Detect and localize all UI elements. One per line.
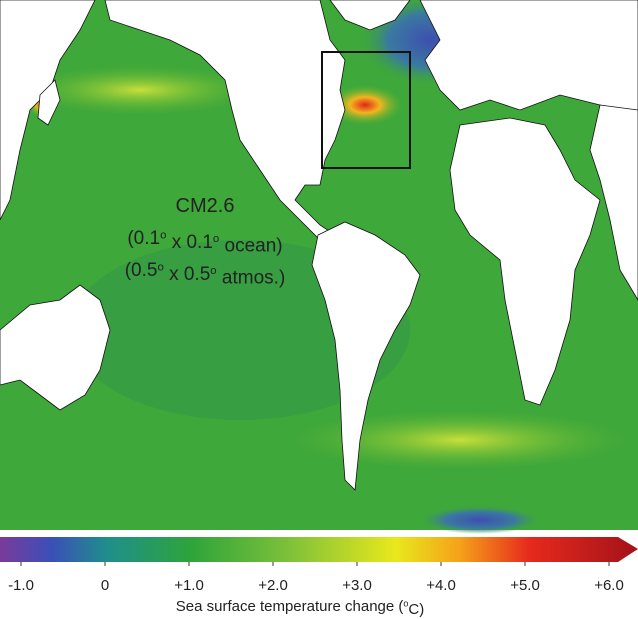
colorbar-tick-label: +3.0 — [342, 577, 372, 594]
colorbar-tick-label: +6.0 — [594, 577, 624, 594]
colorbar — [0, 537, 638, 566]
colorbar-gradient — [0, 537, 638, 562]
australia — [0, 284, 111, 411]
text-part: x 0.1 — [166, 232, 212, 253]
africa — [449, 117, 601, 406]
japan — [37, 79, 61, 126]
colorbar-tick-label: +5.0 — [510, 577, 540, 594]
superscript: o — [213, 233, 219, 245]
text-part: (0.5 — [125, 260, 158, 281]
text-part: Sea surface temperature change ( — [176, 598, 404, 615]
colorbar-tick-label: -1.0 — [8, 577, 34, 594]
text-part: (0.1 — [127, 228, 160, 249]
colorbar-tick-label: 0 — [101, 577, 109, 594]
warm-band — [20, 65, 260, 115]
cold-patch — [420, 506, 540, 534]
text-part: ocean) — [219, 236, 282, 257]
text-part: atmos.) — [217, 268, 286, 289]
annotation: (0.1o x 0.1o ocean) — [127, 228, 282, 257]
south-america — [311, 221, 421, 491]
colorbar-tick-label: +1.0 — [174, 577, 204, 594]
hot-patch — [327, 85, 403, 125]
annotation: CM2.6 — [176, 195, 235, 217]
greenland — [329, 0, 411, 31]
superscript: o — [403, 599, 408, 609]
annotation: (0.5o x 0.5o atmos.) — [125, 260, 286, 289]
asia-east — [589, 104, 638, 301]
map: CM2.6 (0.1o x 0.1o ocean) (0.5o x 0.5o a… — [0, 0, 638, 534]
warm-band — [290, 410, 630, 470]
colorbar-tick-label: +4.0 — [426, 577, 456, 594]
colorbar-label: Sea surface temperature change (oC) — [176, 598, 424, 618]
text-part: x 0.5 — [164, 264, 210, 285]
text-part: C) — [408, 601, 424, 618]
region-box — [321, 51, 411, 169]
colorbar-tick-label: +2.0 — [258, 577, 288, 594]
superscript: o — [157, 261, 163, 273]
superscript: o — [210, 265, 216, 277]
europe — [419, 0, 638, 121]
superscript: o — [160, 229, 166, 241]
